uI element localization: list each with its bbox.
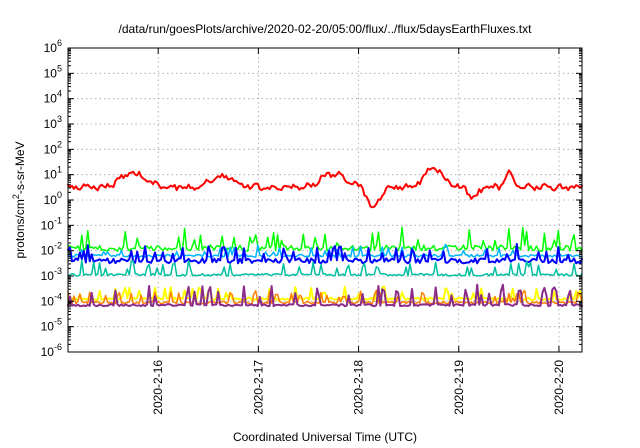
y-tick-label: 10-4 bbox=[41, 291, 62, 308]
x-tick-label: 2020-2-19 bbox=[452, 360, 466, 415]
y-tick-label: 103 bbox=[44, 114, 62, 131]
y-tick-label: 101 bbox=[44, 165, 62, 182]
series-line bbox=[67, 226, 583, 252]
y-tick-label: 102 bbox=[44, 139, 62, 156]
y-tick-label: 106 bbox=[44, 38, 62, 55]
y-tick-label: 104 bbox=[44, 89, 62, 106]
axis-ticks bbox=[68, 47, 582, 353]
y-tick-label: 105 bbox=[44, 63, 62, 80]
y-tick-label: 100 bbox=[44, 190, 62, 207]
series-line bbox=[67, 283, 583, 308]
x-tick-label: 2020-2-20 bbox=[552, 360, 566, 415]
series-line bbox=[67, 166, 583, 209]
series-line bbox=[67, 243, 583, 265]
y-axis-label: protons/cm2-s-sr-MeV bbox=[11, 141, 27, 258]
x-axis-label: Coordinated Universal Time (UTC) bbox=[233, 430, 417, 444]
chart-title: /data/run/goesPlots/archive/2020-02-20/0… bbox=[119, 22, 533, 36]
y-tick-label: 10-3 bbox=[41, 266, 62, 283]
x-tick-label: 2020-2-18 bbox=[352, 360, 366, 415]
x-axis-tick-labels: 2020-2-16 2020-2-17 2020-2-18 2020-2-19 2020… bbox=[151, 360, 566, 415]
y-axis-tick-labels: 106 105 104 103 102 101 100 10-1 10-2 10-3 10-4 10-… bbox=[41, 38, 62, 359]
data-series bbox=[67, 166, 583, 308]
y-tick-label: 10-5 bbox=[41, 317, 62, 334]
x-tick-label: 2020-2-16 bbox=[151, 360, 165, 415]
x-tick-label: 2020-2-17 bbox=[251, 360, 265, 415]
series-line bbox=[67, 259, 583, 277]
y-tick-label: 10-1 bbox=[41, 215, 62, 232]
y-tick-label: 10-6 bbox=[41, 342, 62, 359]
y-tick-label: 10-2 bbox=[41, 241, 62, 258]
